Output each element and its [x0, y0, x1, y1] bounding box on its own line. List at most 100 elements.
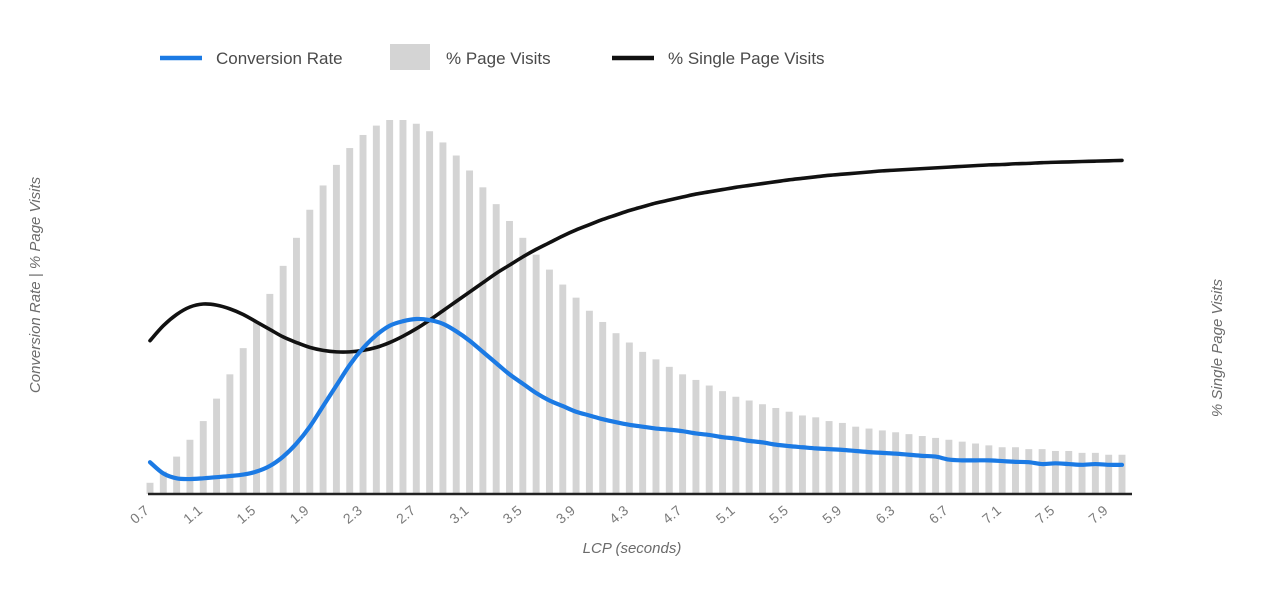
bar: [692, 379, 700, 494]
bar: [532, 254, 540, 494]
bar: [253, 321, 260, 494]
x-axis-tick-labels: 0.7 1.1 1.5 1.9 2.3 2.7 3.1 3.5 3.9 4.3 4.7 5.1 5.5 5…: [127, 502, 1111, 527]
bar: [466, 170, 474, 495]
bar: [705, 385, 713, 494]
bar: [745, 400, 753, 494]
bar: [226, 374, 234, 494]
bar: [266, 293, 274, 494]
bar: [918, 436, 926, 494]
bar: [173, 456, 181, 494]
x-axis-title: LCP (seconds): [583, 540, 682, 557]
x-axis-tick-label: 6.3: [872, 502, 897, 527]
bar: [239, 348, 247, 494]
bar: [1105, 454, 1113, 494]
bar: [213, 398, 221, 494]
bar: [719, 391, 727, 494]
line-series-conversion-rate: [147, 316, 1125, 482]
bar: [972, 443, 979, 494]
bar: [559, 284, 567, 494]
chart-legend: Conversion Rate % Page Visits % Single Pag…: [160, 44, 825, 70]
bar: [293, 237, 300, 494]
legend-label: % Single Page Visits: [668, 49, 825, 68]
bar: [386, 120, 394, 494]
bar: [798, 415, 806, 494]
legend-item[interactable]: Conversion Rate: [160, 49, 343, 68]
x-axis-tick-label: 7.9: [1085, 502, 1110, 527]
bar: [772, 407, 780, 494]
bar: [332, 164, 340, 494]
bar: [612, 333, 620, 494]
bar: [825, 421, 833, 494]
legend-label: Conversion Rate: [216, 49, 343, 68]
x-axis-tick-label: 7.5: [1032, 502, 1057, 527]
bar: [852, 426, 860, 494]
bar: [878, 430, 886, 494]
x-axis-tick-label: 3.1: [446, 502, 471, 527]
x-axis-tick-label: 4.7: [659, 502, 684, 527]
bar: [1025, 449, 1033, 494]
bar: [838, 422, 846, 494]
bar: [812, 417, 820, 494]
bar: [1012, 447, 1019, 494]
bar: [1065, 450, 1073, 494]
bar: [639, 351, 647, 494]
x-axis-tick-label: 5.1: [713, 502, 738, 527]
x-axis-tick-label: 3.5: [500, 502, 525, 527]
line-series-single-page-visits: [148, 158, 1124, 354]
bar: [732, 396, 740, 494]
bar: [1118, 454, 1126, 494]
legend-item[interactable]: % Single Page Visits: [612, 49, 825, 68]
x-axis-tick-label: 6.7: [926, 502, 951, 527]
bar: [985, 445, 993, 494]
bar: [399, 120, 407, 494]
bar: [199, 421, 207, 494]
bar: [492, 204, 500, 494]
legend-item[interactable]: % Page Visits: [390, 44, 551, 70]
bar: [679, 374, 687, 494]
bar: [585, 310, 593, 494]
legend-label: % Page Visits: [446, 49, 551, 68]
bar: [572, 297, 580, 494]
x-axis-tick-label: 1.5: [233, 502, 258, 527]
bar: [359, 134, 367, 494]
bar: [279, 265, 287, 494]
x-axis-tick-label: 1.9: [287, 502, 312, 527]
bar: [506, 220, 513, 495]
bar: [479, 187, 487, 494]
bar: [306, 209, 314, 494]
x-axis-tick-label: 5.9: [819, 502, 844, 527]
bar: [998, 447, 1006, 494]
bar: [1078, 452, 1086, 494]
bar: [958, 441, 966, 494]
legend-swatch-icon: [390, 44, 430, 70]
x-axis-tick-label: 1.1: [180, 502, 205, 527]
bar: [426, 131, 434, 494]
bar: [892, 432, 900, 494]
bar: [159, 471, 167, 494]
bar: [452, 155, 460, 494]
y-left-axis-title: Conversion Rate | % Page Visits: [27, 176, 44, 393]
bar: [372, 125, 380, 495]
bar: [759, 404, 766, 494]
bar: [346, 148, 354, 495]
bar: [186, 439, 194, 494]
bar: [625, 342, 633, 494]
bar: [1038, 449, 1046, 494]
bar: [905, 434, 913, 494]
bar: [519, 237, 527, 494]
bar-series-page-visits: [146, 120, 1126, 495]
x-axis-tick-label: 3.9: [553, 502, 578, 527]
bar: [412, 123, 420, 495]
y-right-axis-title: % Single Page Visits: [1209, 278, 1226, 417]
bar: [599, 321, 607, 494]
x-axis-tick-label: 2.7: [393, 502, 418, 527]
x-axis-tick-label: 4.3: [606, 502, 631, 527]
bar: [1051, 450, 1059, 494]
x-axis-tick-label: 7.1: [979, 502, 1004, 527]
bar: [865, 428, 873, 494]
bar: [932, 437, 940, 494]
bar: [146, 482, 154, 494]
x-axis-tick-label: 5.5: [766, 502, 791, 527]
